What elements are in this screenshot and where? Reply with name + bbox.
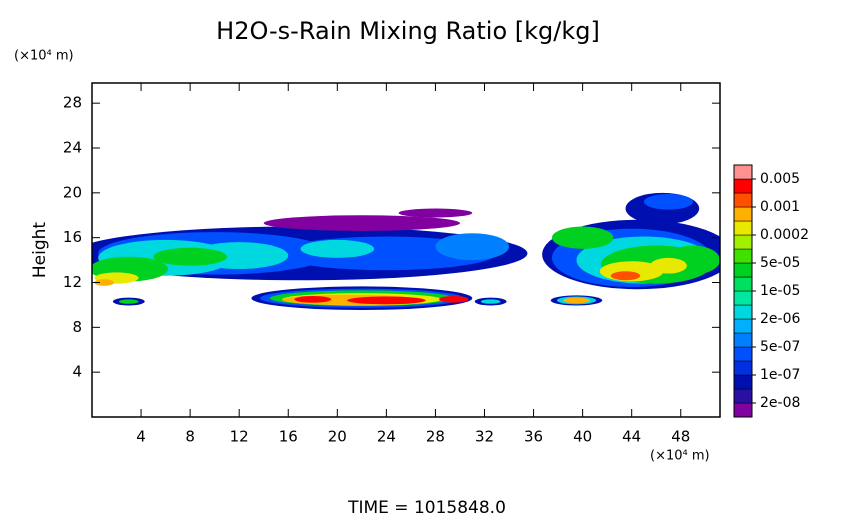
- x-tick-label: 28: [426, 428, 445, 446]
- contour-region: [480, 299, 501, 304]
- y-tick-label: 16: [63, 228, 82, 246]
- contour-region: [300, 239, 375, 258]
- x-tick-label: 40: [573, 428, 592, 446]
- contour-region: [153, 247, 227, 266]
- footer: TIME = 1015848.0: [347, 498, 506, 518]
- y-tick-label: 8: [72, 318, 82, 336]
- colorbar-swatch: [733, 374, 753, 390]
- y-unit: (×10⁴ m): [14, 49, 74, 64]
- colorbar-swatch: [733, 234, 753, 250]
- x-unit: (×10⁴ m): [650, 449, 710, 464]
- field: [92, 192, 720, 310]
- colorbar-swatch: [733, 318, 753, 334]
- colorbar-swatch: [733, 402, 753, 418]
- contour-region: [435, 233, 510, 261]
- x-tick-label: 32: [475, 428, 494, 446]
- x-tick-label: 4: [136, 428, 146, 446]
- colorbar-swatch: [733, 276, 753, 292]
- colorbar-label: 0.005: [760, 171, 800, 187]
- colorbar-swatch: [733, 304, 753, 320]
- contour-region: [610, 271, 641, 281]
- chart-title: H2O-s-Rain Mixing Ratio [kg/kg]: [216, 17, 600, 45]
- y-axis-label: Height: [30, 222, 50, 279]
- colorbar-swatch: [733, 192, 753, 208]
- contour-region: [439, 295, 469, 303]
- y-tick-label: 24: [63, 139, 82, 157]
- colorbar-label: 0.001: [760, 199, 800, 215]
- x-tick-label: 36: [524, 428, 543, 446]
- colorbar-swatch: [733, 220, 753, 236]
- contour-region: [294, 295, 332, 303]
- contour-region: [347, 296, 426, 305]
- colorbar-swatch: [733, 332, 753, 348]
- x-tick-label: 20: [328, 428, 347, 446]
- contour-region: [563, 297, 590, 304]
- contour-region: [118, 299, 139, 304]
- plot-frame: [91, 82, 721, 418]
- contour-region: [650, 257, 687, 274]
- contour-region: [551, 226, 614, 249]
- colorbar-label: 1e-07: [760, 367, 800, 383]
- colorbar-swatch: [733, 346, 753, 362]
- colorbar-swatch: [733, 388, 753, 404]
- x-tick-label: 44: [622, 428, 641, 446]
- contour-region: [643, 193, 694, 210]
- x-tick-label: 24: [377, 428, 396, 446]
- colorbar-swatch: [733, 164, 753, 180]
- colorbar-label: 5e-07: [760, 339, 800, 355]
- colorbar-label: 5e-05: [760, 255, 800, 271]
- y-tick-label: 28: [63, 94, 82, 112]
- contour-region: [94, 279, 115, 286]
- colorbar-swatch: [733, 360, 753, 376]
- colorbar-swatch: [733, 262, 753, 278]
- y-tick-label: 4: [72, 363, 82, 381]
- y-tick-label: 12: [63, 273, 82, 291]
- contour-region: [398, 208, 473, 218]
- colorbar-swatch: [733, 206, 753, 222]
- x-tick-label: 48: [671, 428, 690, 446]
- colorbar-label: 0.0002: [760, 227, 809, 243]
- contour-region: [263, 215, 460, 231]
- colorbar-swatch: [733, 248, 753, 264]
- colorbar-label: 2e-06: [760, 311, 800, 327]
- colorbar-swatch: [733, 178, 753, 194]
- x-tick-label: 12: [230, 428, 249, 446]
- x-tick-label: 8: [185, 428, 195, 446]
- colorbar-label: 2e-08: [760, 395, 800, 411]
- y-tick-label: 20: [63, 183, 82, 201]
- colorbar-swatch: [733, 290, 753, 306]
- colorbar-label: 1e-05: [760, 283, 800, 299]
- x-tick-label: 16: [279, 428, 298, 446]
